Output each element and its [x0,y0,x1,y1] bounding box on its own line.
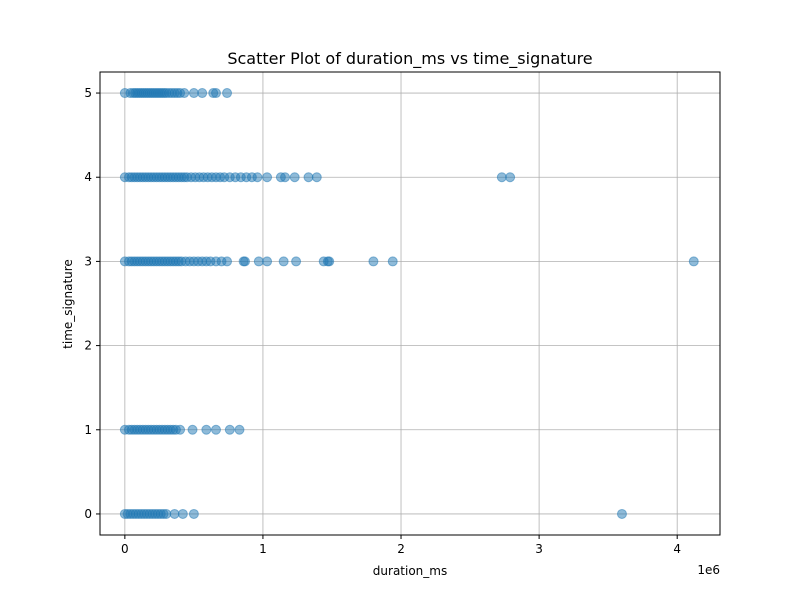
data-point [616,508,627,519]
data-point [169,508,180,519]
data-point [262,172,273,183]
data-points [119,88,699,519]
chart-title: Scatter Plot of duration_ms vs time_sign… [227,49,592,69]
x-axis-ticks: 0 1 2 3 4 [121,535,681,556]
data-point [505,172,516,183]
x-tick-label: 4 [673,542,681,556]
data-point [234,424,245,435]
plot-area [100,72,720,535]
data-point [280,172,291,183]
data-point [278,256,289,267]
x-axis-offset-label: 1e6 [697,563,720,577]
data-point [222,88,233,99]
data-point [179,88,190,99]
data-point [496,172,507,183]
data-point [210,88,221,99]
data-point [303,172,314,183]
y-axis-ticks: 0 1 2 3 4 5 [84,86,100,521]
data-point [262,256,273,267]
data-point [252,172,263,183]
data-point [222,256,233,267]
plot-frame [99,71,721,536]
data-point [210,424,221,435]
x-tick-label: 0 [121,542,129,556]
data-point [177,508,188,519]
y-tick-label: 0 [84,507,92,521]
data-point [387,256,398,267]
data-point [239,256,250,267]
y-tick-label: 4 [84,170,92,184]
data-point [289,172,300,183]
data-point [175,424,186,435]
x-tick-label: 3 [535,542,543,556]
data-point [197,88,208,99]
x-axis-label: duration_ms [373,564,447,578]
y-tick-label: 5 [84,86,92,100]
data-point [368,256,379,267]
y-tick-label: 2 [84,339,92,353]
data-point [188,508,199,519]
data-point [253,256,264,267]
data-point [311,172,322,183]
data-point [224,424,235,435]
y-tick-label: 3 [84,254,92,268]
x-tick-label: 1 [259,542,267,556]
data-point [201,424,212,435]
data-point [187,424,198,435]
data-point [188,88,199,99]
data-point [291,256,302,267]
y-tick-label: 1 [84,423,92,437]
y-axis-label: time_signature [61,259,75,349]
data-point [161,508,172,519]
data-point [324,256,335,267]
x-tick-label: 2 [397,542,405,556]
data-point [688,256,699,267]
